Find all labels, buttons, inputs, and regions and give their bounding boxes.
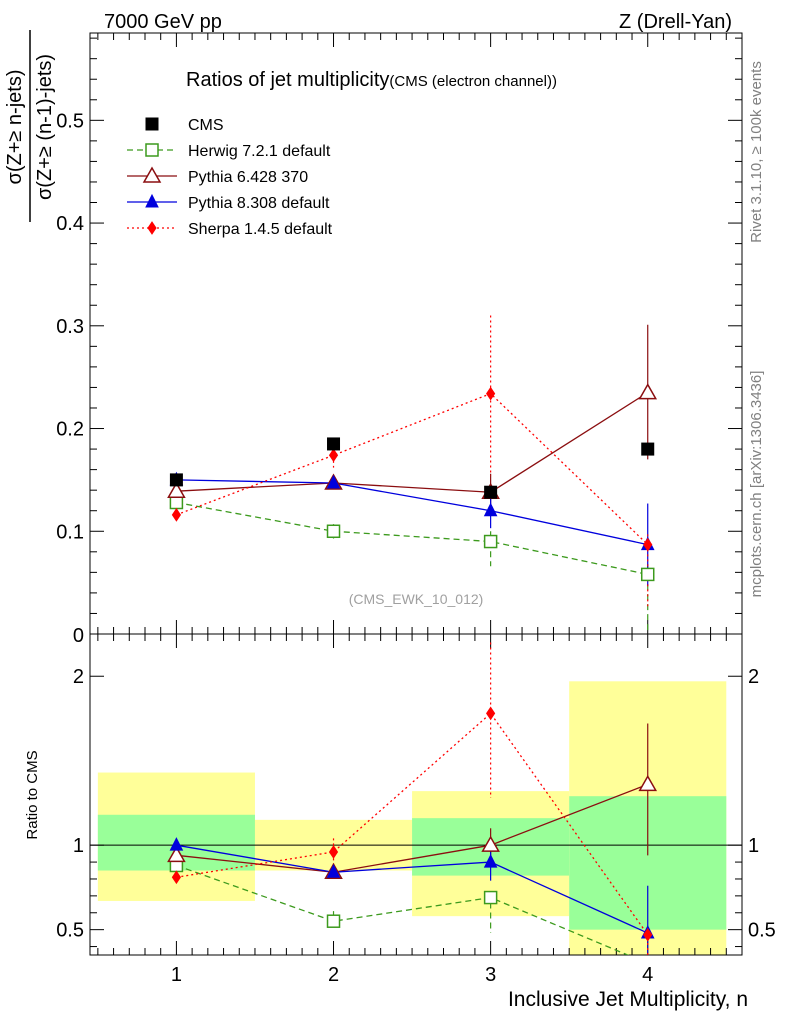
series-3-ratio-point bbox=[643, 927, 653, 942]
cms-data-point bbox=[169, 473, 183, 487]
chart-title-main: Ratios of jet multiplicity bbox=[186, 69, 389, 91]
legend-label-cms: CMS bbox=[188, 117, 224, 134]
header-right-label: Z (Drell-Yan) bbox=[619, 11, 732, 33]
series-2-line bbox=[176, 479, 648, 546]
legend-label-1: Pythia 6.428 370 bbox=[188, 169, 308, 186]
series-3-line bbox=[176, 392, 649, 546]
series-0-point bbox=[326, 524, 341, 539]
series-2-ratio-point bbox=[169, 837, 184, 851]
cms-data-point bbox=[641, 442, 655, 456]
series-2-ratio-point bbox=[483, 853, 498, 868]
series-2-point bbox=[483, 502, 498, 517]
series-3-point bbox=[171, 507, 182, 522]
series-1-ratio-point bbox=[481, 835, 500, 852]
cms-data-point bbox=[484, 485, 498, 499]
series-1-ratio-point bbox=[167, 845, 186, 863]
legend-marker-2 bbox=[145, 193, 159, 208]
series-3-ratio-point bbox=[328, 845, 339, 859]
legend-label-2: Pythia 8.308 default bbox=[188, 195, 330, 212]
series-1-point bbox=[167, 481, 186, 498]
series-0-point bbox=[483, 534, 498, 549]
y-tick-label: 0.3 bbox=[56, 316, 84, 338]
chart-title-sub: (CMS (electron channel)) bbox=[389, 73, 557, 90]
ratio-plot-frame bbox=[89, 633, 743, 956]
main-panel-series bbox=[167, 315, 658, 634]
series-0-line bbox=[176, 501, 648, 576]
series-0-point bbox=[169, 495, 184, 510]
legend-marker-cms bbox=[145, 117, 159, 131]
ratio-tick-label-right: 2 bbox=[748, 666, 759, 688]
series-0-ratio-line bbox=[176, 864, 630, 955]
series-1-line bbox=[176, 392, 649, 493]
series-0-ratio-point bbox=[326, 914, 341, 928]
ratio-tick-label-left: 0.5 bbox=[56, 920, 84, 942]
ratio-tick-label-left: 2 bbox=[73, 666, 84, 688]
mcplots-url-label: mcplots.cern.ch [arXiv:1306.3436] bbox=[748, 371, 765, 598]
legend-marker-1 bbox=[142, 166, 162, 183]
series-3-point bbox=[328, 448, 339, 463]
ratio-panel-series bbox=[167, 642, 658, 955]
analysis-tag: (CMS_EWK_10_012) bbox=[349, 591, 484, 607]
series-2-ratio-point bbox=[326, 864, 341, 878]
y-tick-label: 0.5 bbox=[56, 110, 84, 132]
legend-marker-3 bbox=[147, 221, 157, 235]
y-tick-label: 0.1 bbox=[56, 521, 84, 543]
x-tick-label: 4 bbox=[642, 964, 653, 986]
ratio-tick-label-left: 1 bbox=[73, 835, 84, 857]
series-0-point bbox=[640, 567, 655, 582]
legend-label-0: Herwig 7.2.1 default bbox=[188, 143, 331, 160]
ratio-tick-label-right: 0.5 bbox=[748, 920, 776, 942]
series-3-point bbox=[486, 386, 496, 401]
series-2-ratio-line bbox=[176, 844, 649, 934]
series-1-point bbox=[638, 383, 658, 400]
legend: CMS Herwig 7.2.1 default Pythia 6.428 370 P… bbox=[127, 117, 333, 238]
header-left-label: 7000 GeV pp bbox=[104, 11, 222, 33]
y-tick-label-zero: 0 bbox=[73, 625, 84, 647]
y-axis-label-denominator: σ(Z+≥ (n-1)-jets) bbox=[34, 54, 56, 200]
ratio-tick-label-right: 1 bbox=[748, 835, 759, 857]
x-axis-label: Inclusive Jet Multiplicity, n bbox=[508, 988, 748, 1011]
series-3-ratio-point bbox=[171, 870, 182, 885]
series-layer bbox=[167, 315, 658, 955]
axes: 0.1 0.2 0.3 0.4 0.5 0 1 2 3 4 0.5 0.5 1 1 2 2 bbox=[56, 32, 776, 986]
series-1-ratio-line bbox=[176, 783, 648, 873]
series-3-ratio-point bbox=[486, 706, 496, 721]
ratio-y-axis-label: Ratio to CMS bbox=[24, 750, 41, 839]
x-tick-label: 2 bbox=[328, 964, 339, 986]
y-tick-label: 0.4 bbox=[56, 213, 84, 235]
chart-title: Ratios of jet multiplicity(CMS (electron… bbox=[186, 69, 557, 91]
x-tick-label: 1 bbox=[171, 964, 182, 986]
y-tick-label: 0.2 bbox=[56, 419, 84, 441]
series-0-ratio-point bbox=[483, 890, 498, 905]
cms-uncertainty-bands bbox=[97, 681, 727, 955]
cms-data-point bbox=[327, 437, 341, 451]
series-2-point bbox=[326, 474, 341, 489]
rivet-version-label: Rivet 3.1.10, ≥ 100k events bbox=[748, 61, 765, 243]
legend-marker-0 bbox=[145, 143, 159, 157]
y-axis-label-numerator: σ(Z+≥ n-jets) bbox=[4, 70, 26, 185]
legend-label-3: Sherpa 1.4.5 default bbox=[188, 221, 333, 238]
series-3-point bbox=[643, 537, 653, 552]
x-tick-label: 3 bbox=[485, 964, 496, 986]
series-1-ratio-point bbox=[638, 774, 658, 792]
